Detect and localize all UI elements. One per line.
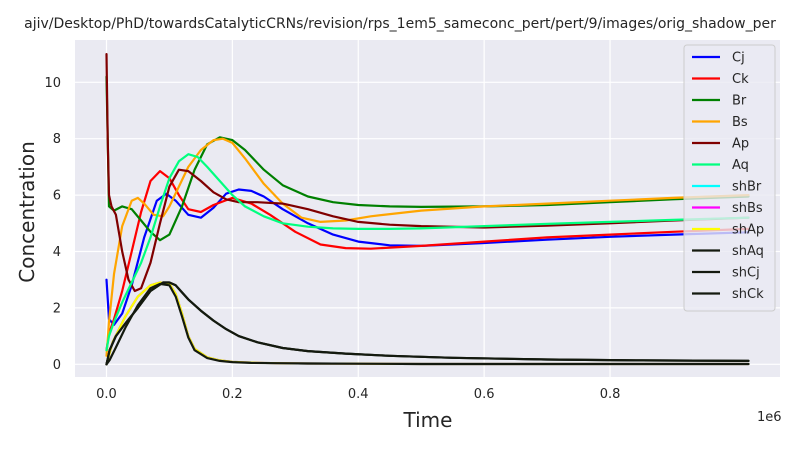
legend-label-br: Br (732, 94, 747, 109)
y-tick-label: 0 (53, 358, 61, 373)
legend-label-shck: shCk (732, 287, 764, 302)
y-axis-label: Concentration (15, 141, 39, 282)
x-axis-offset-label: 1e6 (757, 410, 782, 425)
grid (75, 40, 780, 377)
x-axis-label: Time (403, 408, 453, 432)
y-tick-label: 6 (53, 189, 61, 204)
y-tick-labels: 0 2 4 6 8 10 (44, 76, 61, 373)
y-tick-label: 4 (53, 245, 61, 260)
y-tick-label: 2 (53, 301, 61, 316)
y-tick-label: 8 (53, 132, 61, 147)
legend-label-bs: Bs (732, 115, 748, 130)
series-lines (105, 52, 750, 366)
legend-label-ck: Ck (732, 72, 749, 87)
legend-label-aq: Aq (732, 158, 749, 173)
series-line-br (105, 75, 750, 242)
legend-label-shaq: shAq (732, 244, 764, 259)
legend-box (683, 44, 776, 312)
legend-label-shcj: shCj (732, 266, 760, 281)
legend-label-ap: Ap (732, 137, 749, 152)
legend: Cj Ck Br Bs Ap Aq shBr shBs shAp shAq shCj shCk (683, 44, 776, 312)
x-tick-label: 0.2 (222, 387, 243, 402)
x-tick-label: 0.0 (96, 387, 117, 402)
series-line-aq (105, 153, 750, 352)
series-line-ck (105, 170, 750, 352)
x-tick-label: 0.8 (600, 387, 621, 402)
legend-label-shbs: shBs (732, 201, 763, 216)
x-tick-labels: 0.0 0.2 0.4 0.6 0.8 (96, 387, 620, 402)
series-line-ap (105, 52, 750, 293)
legend-label-cj: Cj (732, 51, 745, 66)
series-line-bs (105, 137, 750, 357)
chart-title: ajiv/Desktop/PhD/towardsCatalyticCRNs/re… (24, 16, 776, 32)
series-line-shck (105, 282, 750, 366)
y-tick-label: 10 (44, 76, 61, 91)
plot-area (75, 40, 780, 377)
legend-label-shbr: shBr (732, 180, 762, 195)
legend-label-shap: shAp (732, 223, 764, 238)
x-tick-label: 0.6 (474, 387, 495, 402)
x-tick-label: 0.4 (348, 387, 369, 402)
